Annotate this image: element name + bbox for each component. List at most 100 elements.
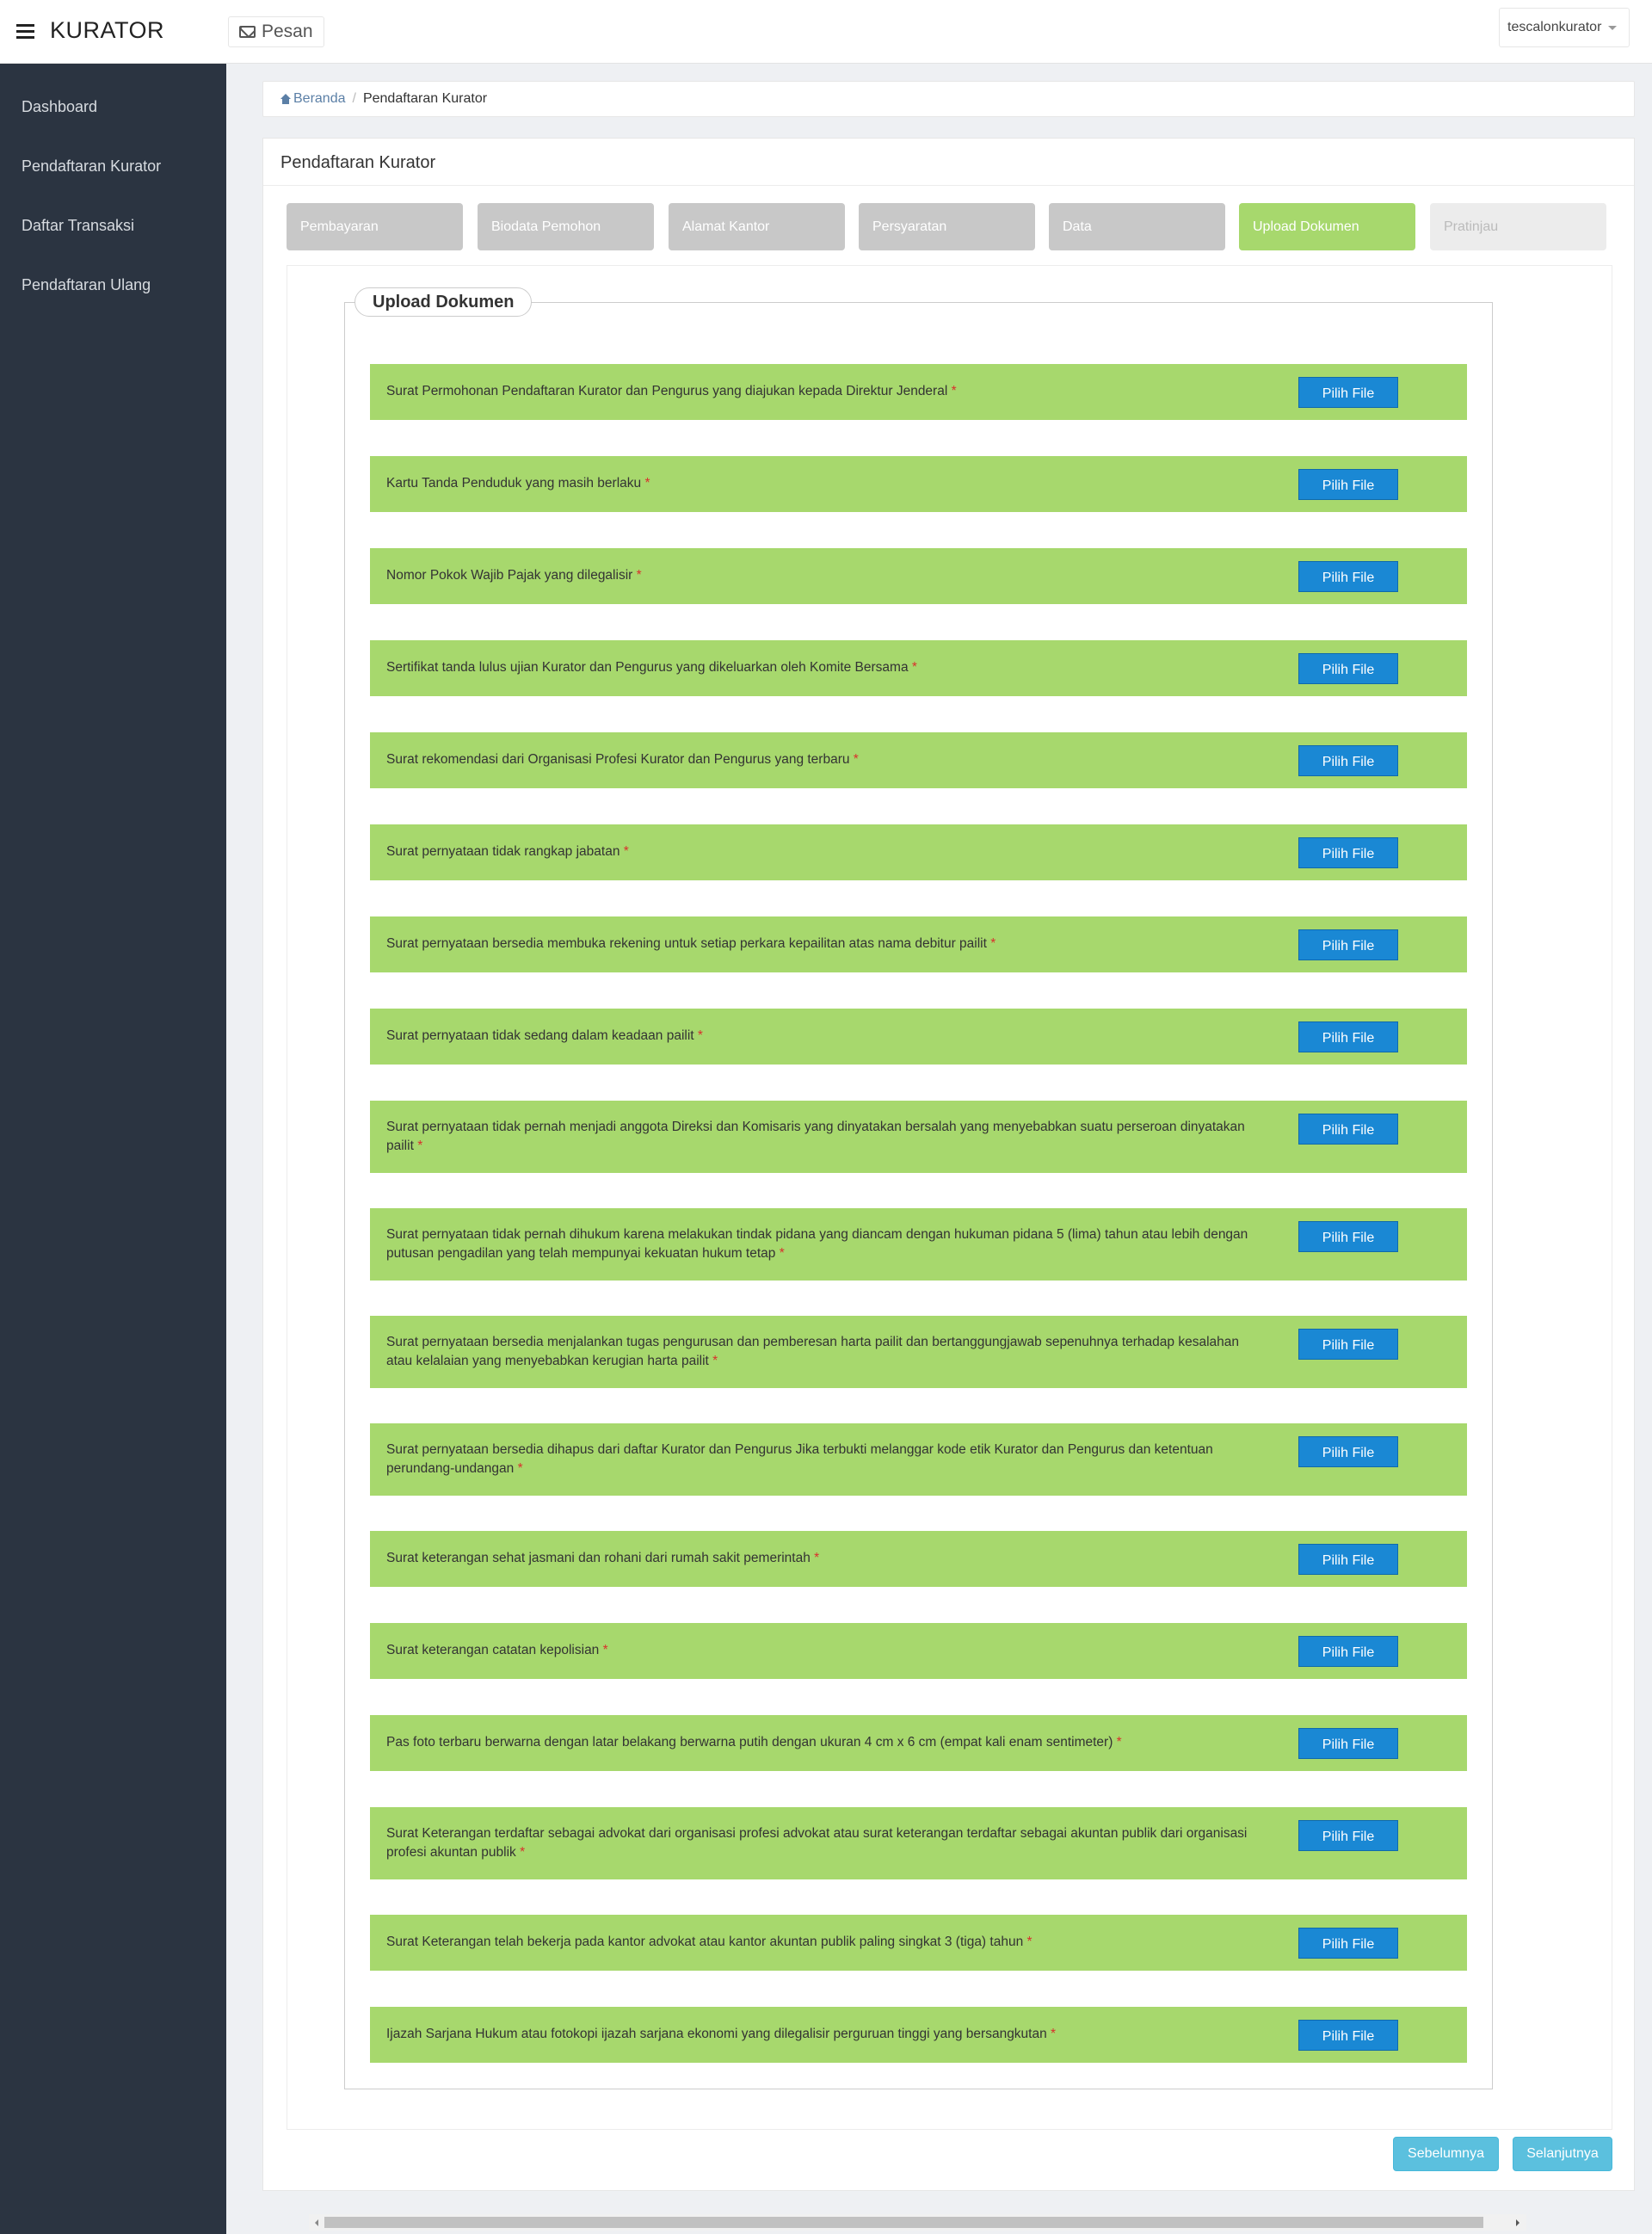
user-menu-dropdown[interactable]: tescalonkurator bbox=[1499, 8, 1630, 47]
document-label: Surat keterangan sehat jasmani dan rohan… bbox=[386, 1549, 1255, 1568]
choose-file-button[interactable]: Pilih File bbox=[1298, 2020, 1398, 2051]
document-label-text: Surat keterangan sehat jasmani dan rohan… bbox=[386, 1551, 811, 1565]
document-label-text: Nomor Pokok Wajib Pajak yang dilegalisir bbox=[386, 568, 633, 583]
scrollbar-thumb[interactable] bbox=[324, 2217, 1483, 2228]
document-label: Surat pernyataan tidak rangkap jabatan * bbox=[386, 842, 1255, 861]
document-row: Sertifikat tanda lulus ujian Kurator dan… bbox=[370, 640, 1467, 696]
choose-file-button[interactable]: Pilih File bbox=[1298, 653, 1398, 684]
document-label: Surat pernyataan tidak pernah menjadi an… bbox=[386, 1118, 1255, 1156]
document-label: Surat pernyataan bersedia membuka rekeni… bbox=[386, 935, 1255, 953]
choose-file-button[interactable]: Pilih File bbox=[1298, 745, 1398, 776]
choose-file-button[interactable]: Pilih File bbox=[1298, 1544, 1398, 1575]
sidebar-item-pendaftaran-kurator[interactable]: Pendaftaran Kurator bbox=[22, 157, 162, 175]
page-title: Pendaftaran Kurator bbox=[280, 153, 436, 172]
document-label-text: Surat rekomendasi dari Organisasi Profes… bbox=[386, 752, 850, 767]
choose-file-button[interactable]: Pilih File bbox=[1298, 1820, 1398, 1851]
document-label: Surat Keterangan telah bekerja pada kant… bbox=[386, 1933, 1255, 1952]
required-mark: * bbox=[520, 1845, 526, 1860]
document-row: Surat keterangan sehat jasmani dan rohan… bbox=[370, 1531, 1467, 1587]
sidebar-item-daftar-transaksi[interactable]: Daftar Transaksi bbox=[22, 217, 135, 234]
document-label-text: Surat pernyataan bersedia membuka rekeni… bbox=[386, 936, 987, 951]
hamburger-menu-icon[interactable] bbox=[16, 24, 34, 39]
document-row: Surat pernyataan bersedia menjalankan tu… bbox=[370, 1316, 1467, 1388]
sidebar-item-pendaftaran-ulang[interactable]: Pendaftaran Ulang bbox=[22, 276, 151, 293]
document-row: Surat keterangan catatan kepolisian * Pil… bbox=[370, 1623, 1467, 1679]
step-upload-dokumen[interactable]: Upload Dokumen bbox=[1239, 203, 1415, 250]
document-label: Surat Keterangan terdaftar sebagai advok… bbox=[386, 1824, 1255, 1862]
choose-file-button[interactable]: Pilih File bbox=[1298, 1329, 1398, 1360]
document-label: Surat pernyataan bersedia menjalankan tu… bbox=[386, 1333, 1255, 1371]
document-row: Surat pernyataan tidak sedang dalam kead… bbox=[370, 1009, 1467, 1065]
document-label: Surat keterangan catatan kepolisian * bbox=[386, 1641, 1255, 1660]
required-mark: * bbox=[1116, 1735, 1122, 1750]
scroll-left-arrow-icon[interactable] bbox=[315, 2219, 318, 2226]
document-label-text: Surat pernyataan tidak pernah dihukum ka… bbox=[386, 1227, 1248, 1261]
document-label: Nomor Pokok Wajib Pajak yang dilegalisir… bbox=[386, 566, 1255, 585]
document-label-text: Surat pernyataan tidak rangkap jabatan bbox=[386, 844, 620, 859]
upload-legend: Upload Dokumen bbox=[354, 287, 533, 317]
step-pembayaran[interactable]: Pembayaran bbox=[287, 203, 463, 250]
document-row: Surat pernyataan bersedia membuka rekeni… bbox=[370, 916, 1467, 972]
document-label: Surat pernyataan bersedia dihapus dari d… bbox=[386, 1441, 1255, 1478]
choose-file-button[interactable]: Pilih File bbox=[1298, 1928, 1398, 1959]
document-row: Nomor Pokok Wajib Pajak yang dilegalisir… bbox=[370, 548, 1467, 604]
choose-file-button[interactable]: Pilih File bbox=[1298, 1436, 1398, 1467]
sidebar-item-dashboard[interactable]: Dashboard bbox=[22, 98, 98, 115]
choose-file-button[interactable]: Pilih File bbox=[1298, 1021, 1398, 1052]
choose-file-button[interactable]: Pilih File bbox=[1298, 377, 1398, 408]
required-mark: * bbox=[814, 1551, 820, 1565]
required-mark: * bbox=[636, 568, 642, 583]
choose-file-button[interactable]: Pilih File bbox=[1298, 561, 1398, 592]
document-label-text: Surat pernyataan tidak pernah menjadi an… bbox=[386, 1120, 1245, 1153]
choose-file-button[interactable]: Pilih File bbox=[1298, 1728, 1398, 1759]
required-mark: * bbox=[623, 844, 629, 859]
required-mark: * bbox=[853, 752, 859, 767]
scroll-right-arrow-icon[interactable] bbox=[1516, 2219, 1519, 2226]
document-label-text: Sertifikat tanda lulus ujian Kurator dan… bbox=[386, 660, 909, 675]
document-label-text: Ijazah Sarjana Hukum atau fotokopi ijaza… bbox=[386, 2027, 1047, 2041]
document-label: Kartu Tanda Penduduk yang masih berlaku … bbox=[386, 474, 1255, 493]
breadcrumb-separator: / bbox=[352, 91, 356, 106]
document-row: Surat pernyataan bersedia dihapus dari d… bbox=[370, 1423, 1467, 1496]
messages-button[interactable]: Pesan bbox=[228, 16, 324, 47]
required-mark: * bbox=[602, 1643, 608, 1657]
choose-file-button[interactable]: Pilih File bbox=[1298, 929, 1398, 960]
document-label: Sertifikat tanda lulus ujian Kurator dan… bbox=[386, 658, 1255, 677]
choose-file-button[interactable]: Pilih File bbox=[1298, 1221, 1398, 1252]
document-row: Kartu Tanda Penduduk yang masih berlaku … bbox=[370, 456, 1467, 512]
document-label-text: Surat Keterangan terdaftar sebagai advok… bbox=[386, 1826, 1248, 1860]
choose-file-button[interactable]: Pilih File bbox=[1298, 1636, 1398, 1667]
choose-file-button[interactable]: Pilih File bbox=[1298, 837, 1398, 868]
document-label-text: Surat pernyataan bersedia menjalankan tu… bbox=[386, 1335, 1240, 1368]
choose-file-button[interactable]: Pilih File bbox=[1298, 469, 1398, 500]
breadcrumb-current: Pendaftaran Kurator bbox=[362, 91, 488, 106]
document-row: Surat pernyataan tidak pernah dihukum ka… bbox=[370, 1208, 1467, 1281]
document-label: Surat pernyataan tidak pernah dihukum ka… bbox=[386, 1225, 1255, 1263]
next-button[interactable]: Selanjutnya bbox=[1513, 2137, 1612, 2171]
breadcrumb-home-link[interactable]: Beranda bbox=[280, 91, 346, 107]
previous-button[interactable]: Sebelumnya bbox=[1393, 2137, 1499, 2171]
app-brand[interactable]: KURATOR bbox=[50, 17, 165, 43]
step-biodata-pemohon[interactable]: Biodata Pemohon bbox=[478, 203, 654, 250]
choose-file-button[interactable]: Pilih File bbox=[1298, 1114, 1398, 1145]
wizard-content: Upload Dokumen Surat Permohonan Pendafta… bbox=[287, 265, 1612, 2231]
step-pratinjau: Pratinjau bbox=[1430, 203, 1606, 250]
required-mark: * bbox=[417, 1139, 423, 1153]
panel-divider bbox=[263, 185, 1634, 186]
document-label: Pas foto terbaru berwarna dengan latar b… bbox=[386, 1733, 1255, 1752]
step-data[interactable]: Data bbox=[1049, 203, 1225, 250]
step-persyaratan[interactable]: Persyaratan bbox=[859, 203, 1035, 250]
document-label-text: Surat pernyataan bersedia dihapus dari d… bbox=[386, 1442, 1213, 1476]
required-mark: * bbox=[712, 1354, 718, 1368]
document-label: Surat rekomendasi dari Organisasi Profes… bbox=[386, 750, 1255, 769]
required-mark: * bbox=[951, 384, 957, 398]
step-alamat-kantor[interactable]: Alamat Kantor bbox=[669, 203, 845, 250]
registration-panel: Pendaftaran Kurator Pembayaran Biodata P… bbox=[262, 138, 1635, 2231]
breadcrumb-home-label: Beranda bbox=[293, 91, 346, 106]
document-label-text: Surat keterangan catatan kepolisian bbox=[386, 1643, 600, 1657]
document-row: Pas foto terbaru berwarna dengan latar b… bbox=[370, 1715, 1467, 1771]
document-row: Surat rekomendasi dari Organisasi Profes… bbox=[370, 732, 1467, 788]
document-label: Surat pernyataan tidak sedang dalam kead… bbox=[386, 1027, 1255, 1046]
horizontal-scrollbar[interactable] bbox=[309, 2214, 1526, 2231]
document-row: Surat pernyataan tidak rangkap jabatan *… bbox=[370, 824, 1467, 880]
